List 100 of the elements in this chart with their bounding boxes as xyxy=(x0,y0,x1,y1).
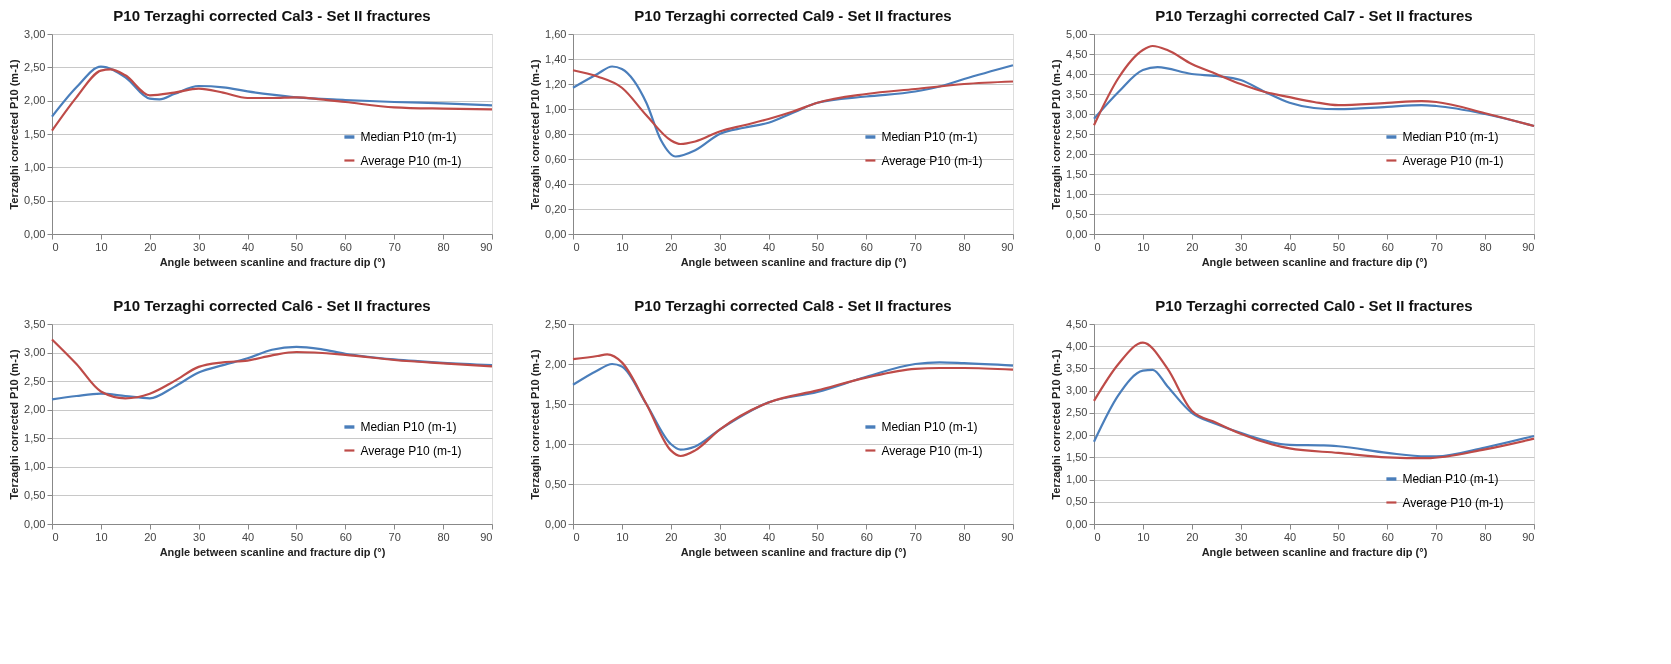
x-tick-label: 10 xyxy=(616,240,629,253)
x-tick-label: 80 xyxy=(958,240,971,253)
y-tick-label: 1,40 xyxy=(545,52,567,65)
x-tick-label: 90 xyxy=(1001,240,1014,253)
legend-label: Average P10 (m-1) xyxy=(1402,153,1504,168)
y-tick-label: 0,50 xyxy=(1066,495,1088,508)
x-tick-label: 20 xyxy=(144,530,157,543)
line-series xyxy=(1092,368,1536,458)
x-tick-label: 40 xyxy=(1283,530,1297,543)
x-tick-label: 0 xyxy=(1094,240,1101,253)
y-tick-label: 1,50 xyxy=(24,127,46,140)
y-tick-label: 2,50 xyxy=(24,374,46,387)
x-tick-label: 80 xyxy=(1479,530,1492,543)
x-tick-label: 90 xyxy=(1001,530,1014,543)
x-tick-label: 40 xyxy=(762,530,776,543)
x-tick-label: 10 xyxy=(95,530,108,543)
y-tick-label: 0,50 xyxy=(1066,207,1088,220)
legend-label: Median P10 (m-1) xyxy=(1402,472,1499,486)
y-tick-label: 2,50 xyxy=(24,60,46,73)
line-series xyxy=(50,68,494,132)
line-series xyxy=(1092,44,1536,128)
y-tick-label: 3,00 xyxy=(24,27,46,40)
x-tick-label: 40 xyxy=(241,530,255,543)
y-tick-label: 3,00 xyxy=(1066,107,1088,120)
y-tick-label: 0,20 xyxy=(545,202,567,215)
y-axis-title: Terzaghi corrected P10 (m-1) xyxy=(1050,59,1063,210)
x-tick-label: 30 xyxy=(193,530,206,543)
x-axis-title: Angle between scanline and fracture dip (°) xyxy=(159,545,386,558)
y-axis-title: Terzaghi corrected P10 (m-1) xyxy=(529,59,542,210)
y-tick-label: 1,00 xyxy=(545,437,567,450)
x-tick-label: 70 xyxy=(388,240,401,253)
y-tick-label: 0,00 xyxy=(24,227,46,240)
y-tick-label: 3,00 xyxy=(1066,384,1088,397)
x-tick-label: 30 xyxy=(1235,240,1248,253)
legend-label: Average P10 (m-1) xyxy=(881,153,983,168)
y-tick-label: 1,50 xyxy=(1066,450,1088,463)
x-tick-label: 10 xyxy=(95,240,108,253)
x-tick-label: 40 xyxy=(762,240,776,253)
y-tick-label: 4,50 xyxy=(1066,47,1088,60)
y-tick-label: 2,00 xyxy=(1066,428,1088,441)
y-tick-label: 3,50 xyxy=(1066,361,1088,374)
x-tick-label: 50 xyxy=(290,240,304,253)
x-tick-label: 90 xyxy=(1522,240,1535,253)
y-tick-label: 0,00 xyxy=(1066,227,1088,240)
y-tick-label: 4,00 xyxy=(1066,339,1088,352)
x-tick-label: 30 xyxy=(193,240,206,253)
y-tick-label: 1,00 xyxy=(24,460,46,473)
x-tick-label: 30 xyxy=(1235,530,1248,543)
y-axis-title: Terzaghi corrected P10 (m-1) xyxy=(1050,349,1063,500)
line-series xyxy=(1092,341,1536,460)
x-axis-title: Angle between scanline and fracture dip (°) xyxy=(1201,255,1428,268)
line-series xyxy=(571,69,1015,146)
y-tick-label: 2,00 xyxy=(24,403,46,416)
legend-label: Median P10 (m-1) xyxy=(881,420,978,434)
y-tick-label: 0,00 xyxy=(545,227,567,240)
x-tick-label: 80 xyxy=(437,530,450,543)
y-tick-label: 2,50 xyxy=(545,317,567,330)
x-tick-label: 40 xyxy=(241,240,255,253)
y-tick-label: 2,00 xyxy=(545,357,567,370)
x-tick-label: 90 xyxy=(1522,530,1535,543)
x-tick-label: 70 xyxy=(909,240,922,253)
y-tick-label: 1,00 xyxy=(545,102,567,115)
x-tick-label: 30 xyxy=(714,240,727,253)
y-tick-label: 0,50 xyxy=(545,477,567,490)
x-tick-label: 50 xyxy=(1332,240,1346,253)
x-axis-title: Angle between scanline and fracture dip (°) xyxy=(1201,545,1428,558)
chart-title: P10 Terzaghi corrected Cal9 - Set II fractures xyxy=(634,7,952,24)
x-tick-label: 70 xyxy=(909,530,922,543)
y-tick-label: 0,60 xyxy=(545,152,567,165)
y-tick-label: 0,00 xyxy=(1066,517,1088,530)
y-tick-label: 1,00 xyxy=(24,160,46,173)
legend-label: Median P10 (m-1) xyxy=(360,130,457,144)
y-tick-label: 1,00 xyxy=(1066,187,1088,200)
x-tick-label: 80 xyxy=(437,240,450,253)
legend-label: Average P10 (m-1) xyxy=(360,443,462,458)
x-tick-label: 90 xyxy=(480,240,493,253)
y-tick-label: 0,80 xyxy=(545,127,567,140)
x-tick-label: 60 xyxy=(339,530,352,543)
x-tick-label: 50 xyxy=(811,530,825,543)
x-tick-label: 70 xyxy=(1430,240,1443,253)
x-tick-label: 70 xyxy=(1430,530,1443,543)
y-axis-title: Terzaghi corrected P10 (m-1) xyxy=(8,59,21,210)
y-tick-label: 4,50 xyxy=(1066,317,1088,330)
x-tick-label: 80 xyxy=(1479,240,1492,253)
x-tick-label: 60 xyxy=(860,530,873,543)
x-tick-label: 50 xyxy=(290,530,304,543)
y-tick-label: 1,20 xyxy=(545,77,567,90)
line-series xyxy=(50,65,494,118)
legend-label: Median P10 (m-1) xyxy=(881,130,978,144)
legend-label: Median P10 (m-1) xyxy=(360,420,457,434)
y-tick-label: 0,40 xyxy=(545,177,567,190)
legend-label: Average P10 (m-1) xyxy=(881,443,983,458)
x-tick-label: 20 xyxy=(665,240,678,253)
x-axis-title: Angle between scanline and fracture dip (°) xyxy=(159,255,386,268)
y-tick-label: 1,50 xyxy=(1066,167,1088,180)
y-tick-label: 2,50 xyxy=(1066,406,1088,419)
y-tick-label: 1,50 xyxy=(24,431,46,444)
y-tick-label: 3,00 xyxy=(24,346,46,359)
y-tick-label: 2,00 xyxy=(1066,147,1088,160)
x-tick-label: 50 xyxy=(811,240,825,253)
